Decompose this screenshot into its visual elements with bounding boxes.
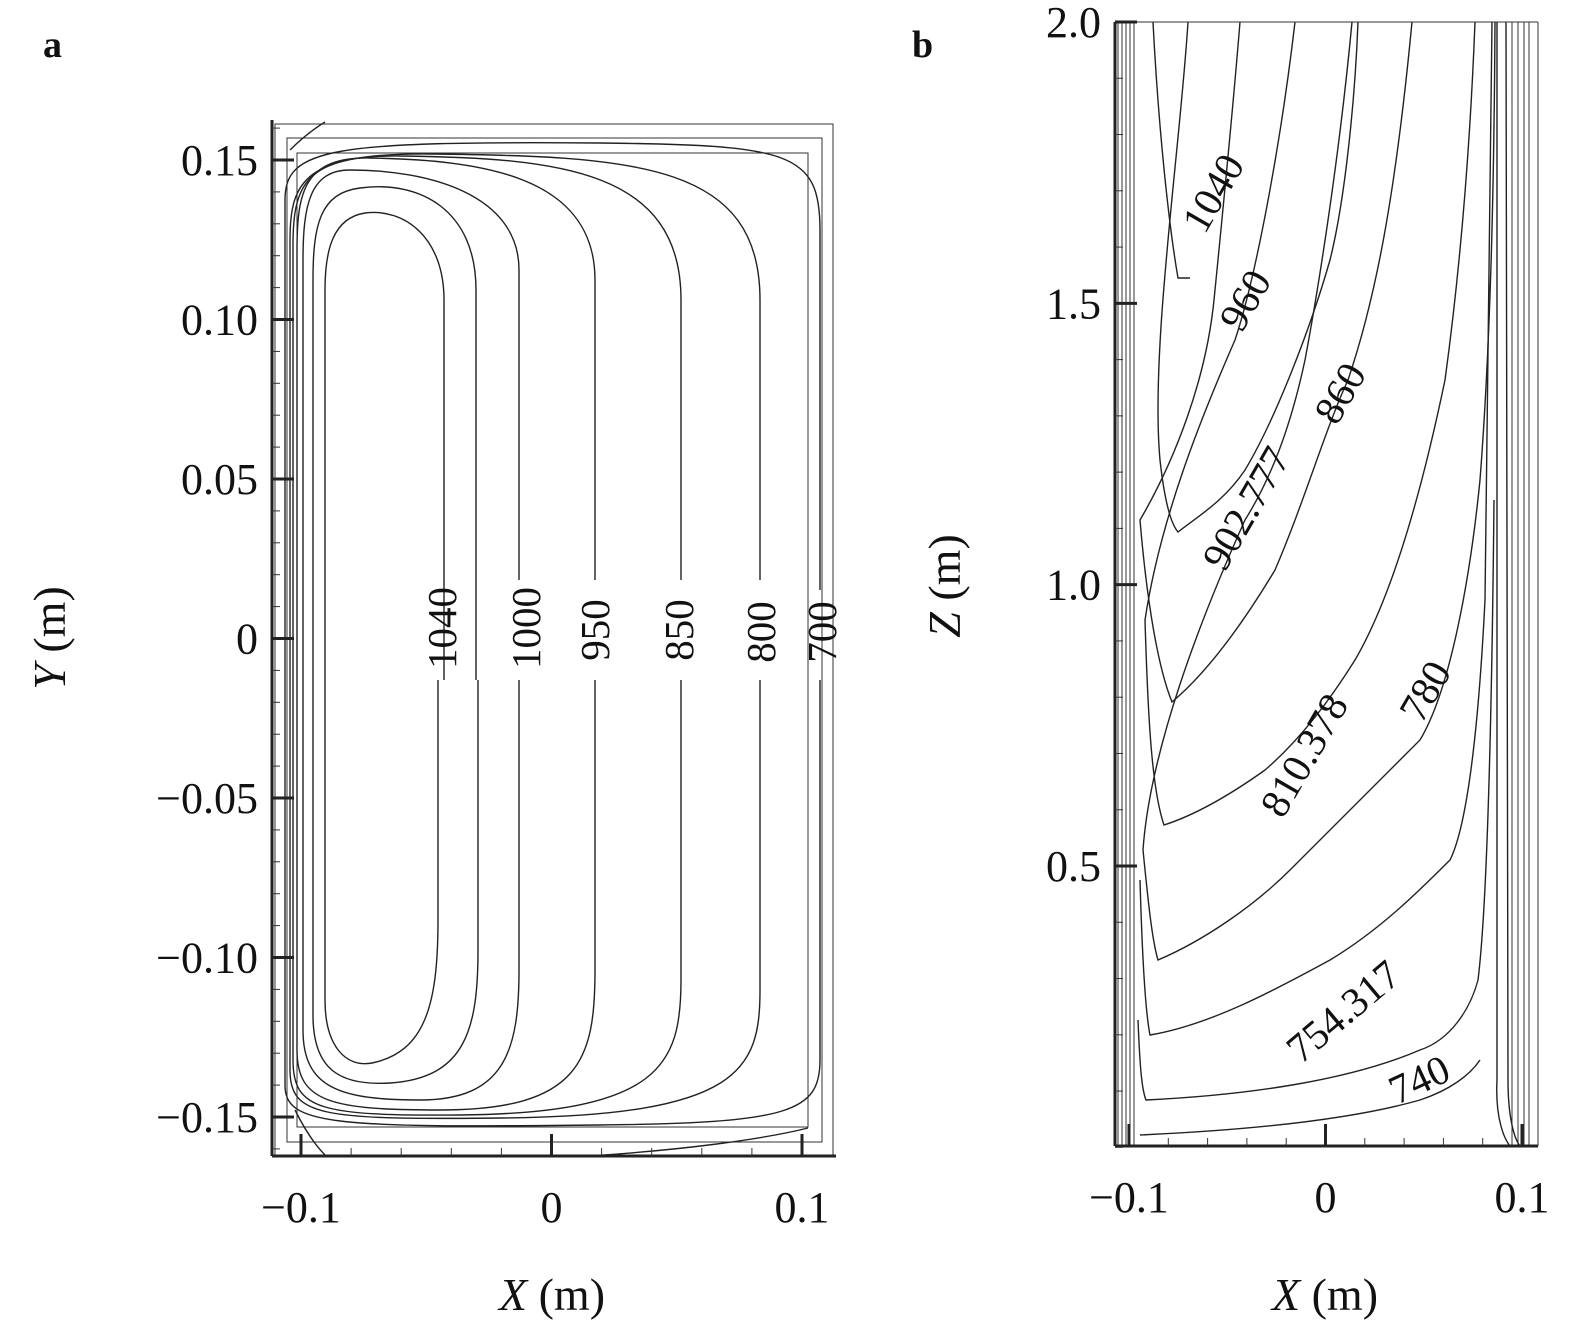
contour-a-700 — [289, 153, 761, 1120]
panel-a-contour-labels: 1040 1000 950 850 800 700 — [419, 587, 845, 669]
contour-label-800: 800 — [738, 601, 784, 663]
contour-label-700: 700 — [799, 601, 845, 663]
contour-b-902 — [1144, 21, 1476, 826]
panel-a-y-axis-title: Y (m) — [24, 586, 75, 690]
panel-a-x-tick-label: −0.1 — [261, 1183, 341, 1232]
contour-a-800 — [292, 155, 682, 1116]
panel-a-y-tick-label: −0.10 — [156, 934, 258, 983]
contour-a-outer — [284, 142, 821, 1127]
contour-b-740 — [1139, 1059, 1481, 1136]
panel-a-x-tick-label: 0 — [541, 1183, 563, 1232]
panel-b-y-ticks: 2.0 1.5 1.0 0.5 — [1046, 0, 1137, 1148]
contour-label-b-960: 960 — [1210, 262, 1281, 338]
panel-a-y-var: Y — [24, 660, 75, 690]
panel-a-contour-lines — [284, 121, 821, 1157]
contour-label-1000: 1000 — [503, 587, 549, 669]
contour-label-b-860: 860 — [1305, 355, 1376, 431]
panel-b-y-tick-label: 1.0 — [1046, 561, 1101, 610]
panel-a-y-tick-label: 0.05 — [181, 455, 258, 504]
panel-b-x-tick-label: −0.1 — [1089, 1173, 1169, 1222]
contour-label-950: 950 — [572, 599, 618, 661]
panel-a-y-tick-label: 0 — [236, 615, 258, 664]
contour-label-b-1040: 1040 — [1172, 146, 1253, 240]
panel-a-y-tick-label: 0.10 — [181, 296, 258, 345]
panel-b-label: b — [912, 24, 933, 66]
panel-a-y-unit: (m) — [24, 586, 75, 652]
panel-b-x-ticks: −0.1 0 0.1 — [1089, 1124, 1550, 1222]
panel-b-x-unit: (m) — [1312, 1269, 1378, 1320]
panel-a-x-unit: (m) — [539, 1269, 605, 1320]
panel-b-x-axis-title: X (m) — [1270, 1269, 1378, 1320]
panel-a-y-tick-label: −0.05 — [156, 774, 258, 823]
panel-a-x-var: X — [497, 1269, 529, 1320]
contour-a-1000 — [312, 186, 479, 1085]
panel-b-y-unit: (m) — [919, 534, 970, 600]
contour-a-1040 — [324, 211, 445, 1065]
contour-a-850 — [296, 157, 596, 1111]
contour-b-860 — [1142, 21, 1496, 961]
panel-b-x-var: X — [1270, 1269, 1302, 1320]
contour-b-1040-upper — [1152, 21, 1190, 279]
panel-b-y-tick-label: 0.5 — [1046, 842, 1101, 891]
panel-a-x-ticks: −0.1 0 0.1 — [261, 1134, 830, 1232]
contour-label-b-740: 740 — [1381, 1045, 1456, 1113]
panel-b-x-tick-label: 0.1 — [1495, 1173, 1550, 1222]
panel-a-x-axis-title: X (m) — [497, 1269, 605, 1320]
wall-right-curve-2 — [1505, 21, 1521, 1147]
contour-b-1040-lower — [1157, 21, 1359, 533]
contour-a-corner-br — [589, 1127, 809, 1157]
panel-a-y-ticks: 0.15 0.10 0.05 0 −0.05 −0.10 −0.15 — [156, 127, 294, 1150]
contour-label-b-754: 754.317 — [1277, 951, 1409, 1072]
contour-a-corner-tl — [289, 121, 326, 151]
panel-a-x-tick-label: 0.1 — [775, 1183, 830, 1232]
contour-label-b-810: 810.378 — [1251, 686, 1357, 824]
contour-label-850: 850 — [656, 599, 702, 661]
panel-b-y-var: Z — [919, 612, 970, 638]
panel-a-y-tick-label: −0.15 — [156, 1093, 258, 1142]
contour-a-950 — [302, 169, 520, 1101]
contour-b-960 — [1139, 21, 1413, 704]
contour-b-780 — [1137, 499, 1495, 1101]
panel-b-contour-plot: b 1040 960 — [912, 0, 1550, 1320]
panel-b-y-axis-title: Z (m) — [919, 534, 970, 638]
panel-b-y-tick-label: 2.0 — [1046, 0, 1101, 47]
panel-a-boundary-inner — [296, 152, 809, 1128]
contour-a-corner-bl — [294, 1109, 326, 1156]
contour-label-1040: 1040 — [419, 587, 465, 669]
contour-b-810 — [1139, 21, 1493, 1036]
panel-b-wall-contours — [1117, 21, 1530, 1147]
panel-a-contour-plot: a 1040 1000 950 850 800 700 — [24, 24, 845, 1320]
panel-b-x-tick-label: 0 — [1315, 1173, 1337, 1222]
panel-b-y-tick-label: 1.5 — [1046, 279, 1101, 328]
panel-a-label: a — [43, 24, 62, 66]
panel-a-y-tick-label: 0.15 — [181, 136, 258, 185]
